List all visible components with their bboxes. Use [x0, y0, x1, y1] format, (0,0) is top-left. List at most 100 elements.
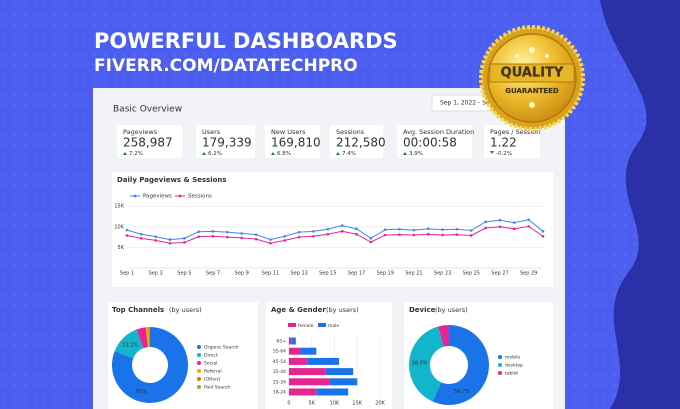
- point: [383, 233, 387, 237]
- point: [455, 227, 459, 231]
- x-tick-label: 20K: [375, 401, 385, 407]
- kpi-value: 1.22: [490, 136, 517, 150]
- kpi-card: [330, 125, 383, 158]
- legend-label: tablet: [505, 371, 518, 377]
- legend-label: (Other): [204, 377, 221, 383]
- point: [211, 234, 215, 238]
- point: [398, 227, 401, 231]
- point: [269, 238, 272, 241]
- y-tick-label: 5K: [118, 245, 125, 251]
- point: [254, 233, 258, 236]
- x-tick-label: 10K: [330, 401, 340, 407]
- point: [326, 232, 330, 236]
- point: [498, 218, 502, 222]
- legend-dot: [197, 345, 201, 349]
- kpi-arrow: [271, 152, 275, 155]
- point: [283, 234, 287, 238]
- point: [183, 237, 186, 240]
- kpi-arrow: [490, 151, 494, 154]
- bar: [329, 378, 358, 386]
- point: [154, 235, 157, 238]
- donut-slice: [408, 326, 444, 402]
- donut-slice: [438, 325, 449, 347]
- donut-slice: [114, 329, 144, 359]
- point: [484, 220, 487, 224]
- point: [183, 241, 186, 244]
- x-tick-label: Sep 21: [405, 271, 422, 277]
- badge: QUALITY GUARANTEED: [479, 25, 585, 131]
- point: [541, 230, 545, 233]
- point: [340, 224, 344, 227]
- point: [269, 241, 272, 245]
- x-tick-label: 15K: [352, 401, 362, 407]
- legend-label: Paid Search: [204, 385, 230, 391]
- kpi-label: Sessions: [336, 128, 365, 136]
- x-tick-label: Sep 15: [319, 271, 336, 277]
- legend-swatch: [318, 323, 326, 327]
- badge-star: [529, 102, 535, 108]
- legend-label: desktop: [505, 363, 523, 369]
- kpi-change: -0.2%: [496, 151, 512, 157]
- chart-subtitle: (by users): [326, 306, 359, 314]
- slice-label: 13.2%: [122, 343, 138, 349]
- dark-wave: [600, 0, 680, 409]
- point: [226, 230, 229, 234]
- chart-subtitle: (by users): [169, 306, 202, 314]
- subheadline: FIVERR.COM/DATATECHPRO: [94, 56, 358, 76]
- point: [441, 228, 444, 231]
- point: [312, 230, 315, 233]
- x-tick-label: Sep 17: [348, 271, 365, 277]
- kpi-value: 179,339: [202, 136, 252, 150]
- legend-label: Direct: [204, 353, 218, 359]
- kpi-card: [397, 125, 472, 158]
- point: [226, 235, 229, 239]
- kpi-value: 212,580: [336, 136, 386, 150]
- slice-label: 81%: [136, 389, 147, 395]
- donut-slice: [136, 327, 148, 349]
- x-tick-label: Sep 13: [290, 271, 307, 277]
- legend-label: Organic Search: [204, 345, 239, 351]
- point: [240, 232, 244, 235]
- legend-label: Social: [204, 361, 217, 367]
- donut-slice: [145, 327, 150, 348]
- point: [312, 234, 315, 238]
- legend-label: male: [328, 323, 339, 329]
- legend-label: female: [298, 323, 314, 329]
- badge-line2: GUARANTEED: [505, 87, 559, 95]
- bar: [289, 388, 317, 396]
- kpi-label: New Users: [271, 128, 306, 136]
- point: [168, 241, 172, 245]
- y-tick-label: 15K: [114, 204, 124, 210]
- point: [254, 237, 258, 241]
- point: [513, 227, 516, 231]
- slice-label: 56.7%: [454, 389, 470, 395]
- series-line: [126, 219, 544, 241]
- kpi-label: Pages / Session: [490, 128, 540, 136]
- bar: [325, 368, 354, 376]
- x-tick-label: Sep 25: [463, 271, 480, 277]
- age-chart: Age & Gender (by users) female male 0 5K 10K 15…: [271, 306, 386, 407]
- line-chart: 5K 10K 15K Sep 1 Sep 3 Sep 5 Sep 7 Sep 9 Sep 11 S…: [114, 194, 545, 277]
- slice-label: 38.9%: [412, 360, 428, 366]
- bar: [300, 347, 317, 355]
- chart-title: Top Channels: [112, 306, 164, 314]
- point: [513, 221, 516, 224]
- point: [383, 228, 387, 231]
- y-tick-label: 25-34: [273, 379, 286, 385]
- point: [484, 226, 487, 230]
- point: [297, 230, 301, 234]
- channels-chart: Top Channels (by users) 81% 13.2% Organic Se…: [112, 306, 239, 403]
- point: [369, 237, 373, 240]
- point: [541, 234, 545, 238]
- kpi-arrow: [336, 152, 340, 155]
- y-tick-label: 35-44: [273, 369, 286, 375]
- point: [340, 230, 344, 233]
- x-tick-label: 5K: [309, 401, 316, 407]
- x-tick-label: Sep 29: [520, 271, 537, 277]
- device-chart: Device (by users) 56.7% 38.9% mobile desktop t…: [408, 306, 523, 406]
- legend-label: Pageviews: [143, 194, 172, 200]
- chart-subtitle: (by users): [435, 306, 468, 314]
- x-tick-label: Sep 23: [434, 271, 451, 277]
- date-range[interactable]: Sep 1, 2022 - Sep: [440, 100, 494, 107]
